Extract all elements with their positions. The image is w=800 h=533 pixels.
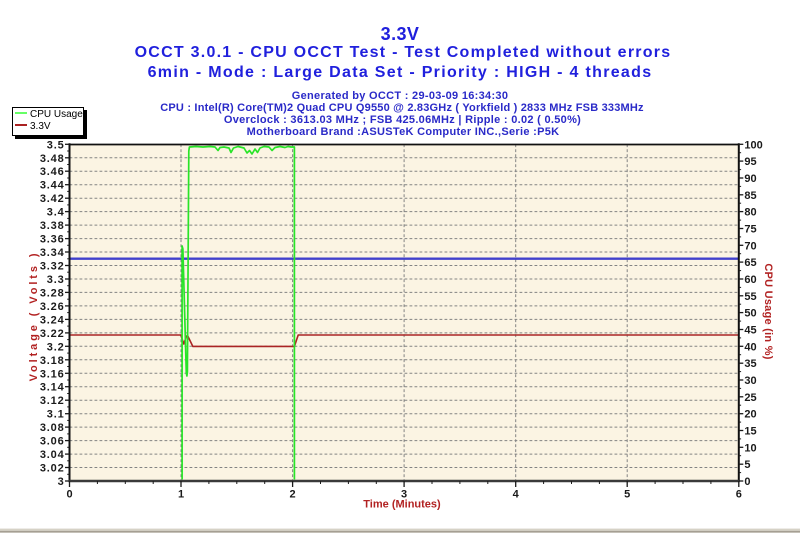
svg-text:90: 90	[744, 173, 756, 185]
svg-text:3.02: 3.02	[40, 463, 65, 475]
svg-text:3.3: 3.3	[47, 274, 65, 286]
svg-text:3.26: 3.26	[40, 301, 65, 313]
svg-text:3.04: 3.04	[40, 449, 65, 461]
svg-text:3.38: 3.38	[40, 220, 65, 232]
svg-text:6: 6	[736, 489, 742, 501]
svg-text:0: 0	[744, 476, 750, 488]
svg-text:3.2: 3.2	[47, 341, 65, 353]
svg-text:35: 35	[744, 358, 756, 370]
svg-text:3: 3	[401, 489, 407, 501]
svg-text:80: 80	[744, 207, 756, 219]
svg-text:Voltage ( Volts ): Voltage ( Volts )	[28, 251, 40, 382]
svg-text:15: 15	[744, 426, 756, 438]
svg-text:3.44: 3.44	[40, 180, 65, 192]
svg-text:75: 75	[744, 224, 756, 236]
svg-text:3.1: 3.1	[47, 409, 65, 421]
svg-text:2: 2	[290, 489, 296, 501]
svg-text:Time (Minutes): Time (Minutes)	[363, 499, 441, 511]
svg-text:25: 25	[744, 392, 756, 404]
svg-text:20: 20	[744, 409, 756, 421]
svg-text:50: 50	[744, 308, 756, 320]
svg-text:95: 95	[744, 156, 756, 168]
svg-text:5: 5	[624, 489, 630, 501]
svg-text:3.36: 3.36	[40, 234, 65, 246]
svg-text:10: 10	[744, 442, 756, 454]
svg-text:3.22: 3.22	[40, 328, 65, 340]
svg-text:3.12: 3.12	[40, 395, 65, 407]
svg-text:3.46: 3.46	[40, 166, 65, 178]
svg-text:3: 3	[58, 476, 65, 488]
svg-text:45: 45	[744, 325, 756, 337]
svg-text:5: 5	[744, 459, 750, 471]
svg-text:40: 40	[744, 341, 756, 353]
svg-text:55: 55	[744, 291, 756, 303]
svg-text:3.24: 3.24	[40, 314, 65, 326]
svg-text:3.06: 3.06	[40, 436, 65, 448]
svg-text:3.14: 3.14	[40, 382, 65, 394]
svg-text:30: 30	[744, 375, 756, 387]
svg-text:65: 65	[744, 257, 756, 269]
svg-text:3.34: 3.34	[40, 247, 65, 259]
svg-text:3.4: 3.4	[47, 207, 65, 219]
svg-text:100: 100	[744, 139, 762, 151]
svg-text:3.08: 3.08	[40, 422, 65, 434]
svg-text:3.28: 3.28	[40, 287, 65, 299]
svg-text:3.48: 3.48	[40, 153, 65, 165]
svg-text:0: 0	[66, 489, 72, 501]
svg-text:1: 1	[178, 489, 184, 501]
svg-text:CPU Usage (in %): CPU Usage (in %)	[762, 263, 774, 359]
svg-text:3.42: 3.42	[40, 193, 65, 205]
svg-text:70: 70	[744, 240, 756, 252]
svg-text:60: 60	[744, 274, 756, 286]
svg-text:85: 85	[744, 190, 756, 202]
svg-text:3.5: 3.5	[47, 139, 65, 151]
svg-text:3.32: 3.32	[40, 261, 65, 273]
svg-text:3.18: 3.18	[40, 355, 65, 367]
svg-text:3.16: 3.16	[40, 368, 65, 380]
svg-text:4: 4	[513, 489, 520, 501]
